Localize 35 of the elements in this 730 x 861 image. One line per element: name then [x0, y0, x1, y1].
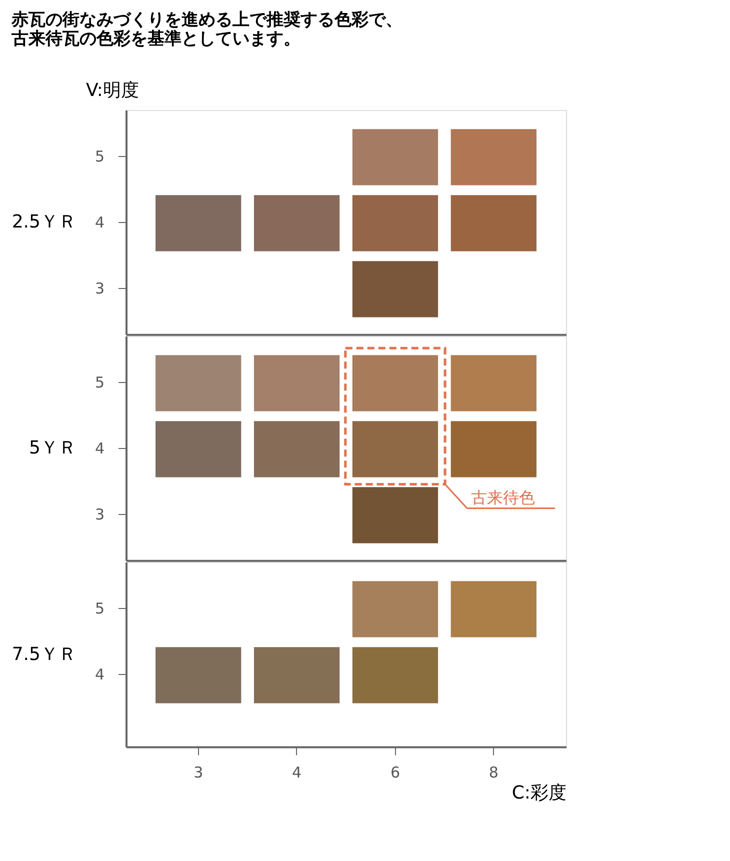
y-tick-label: 3 — [94, 280, 104, 298]
bar — [352, 195, 438, 252]
bar — [156, 195, 242, 252]
bar — [450, 129, 536, 186]
y-tick-label: 5 — [94, 374, 104, 392]
y-tick-label: 4 — [94, 666, 104, 684]
y-tick-label: 4 — [94, 214, 104, 232]
bar — [254, 355, 340, 412]
bar — [352, 487, 438, 544]
y-axis-title: 2.5ＹＲ — [12, 212, 76, 233]
annotation: 古来待色 — [471, 488, 536, 508]
y-tick-label: 3 — [94, 506, 104, 524]
bar — [352, 421, 438, 478]
bar — [352, 261, 438, 318]
bar — [352, 129, 438, 186]
x-axis-title: C:彩度 — [512, 782, 566, 804]
x-tick-label: 8 — [488, 763, 498, 782]
x-tick-label: 4 — [292, 763, 302, 782]
y-tick-label: 5 — [94, 148, 104, 166]
bar — [450, 421, 536, 478]
y-axis-title: 5ＹＲ — [29, 438, 76, 459]
bar — [352, 355, 438, 412]
bar — [254, 421, 340, 478]
bar — [254, 195, 340, 252]
x-tick-label: 3 — [194, 763, 204, 782]
bar — [156, 355, 242, 412]
bar — [156, 421, 242, 478]
y-tick-label: 5 — [94, 600, 104, 618]
x-tick-label: 6 — [390, 763, 400, 782]
bar — [450, 195, 536, 252]
bar — [450, 355, 536, 412]
y-axis-title: 7.5ＹＲ — [12, 644, 76, 665]
text: V:明度 — [86, 80, 139, 101]
y-tick-label: 4 — [94, 440, 104, 458]
chart-title: 赤瓦の街なみづくりを進める上で推奨する色彩で、古来待瓦の色彩を基準としています。 — [10, 10, 402, 49]
